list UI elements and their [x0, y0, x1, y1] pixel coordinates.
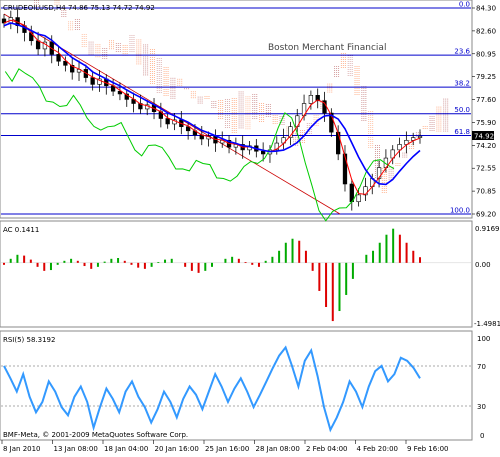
ac-histogram	[1, 228, 471, 322]
price-tick-label: 82.60	[476, 27, 496, 35]
ac-panel-frame	[0, 220, 473, 328]
candle-body	[97, 78, 102, 85]
time-axis: 8 Jan 2010 13 Jan 08:00 18 Jan 04:00 20 Jan…	[1, 440, 448, 453]
candle-body	[329, 112, 334, 133]
watermark-text: Boston Merchant Financial	[268, 43, 386, 53]
fib-level-label: 0.0	[459, 1, 470, 9]
candle-body	[117, 90, 123, 95]
candle-body	[308, 95, 314, 104]
fib-level-label: 23.6	[454, 48, 470, 56]
price-tick-label: 74.20	[476, 142, 496, 150]
time-tick-label: 2 Feb 04:00	[306, 445, 347, 453]
time-tick-label: 20 Jan 16:00	[155, 445, 199, 453]
time-tick-label: 4 Feb 20:00	[357, 445, 398, 453]
time-tick-label: 8 Jan 2010	[3, 445, 41, 453]
tenkan-sen-line	[3, 19, 421, 195]
candle-body	[356, 194, 361, 203]
candle-body	[70, 64, 75, 73]
rsi-label-70: 70	[477, 363, 486, 371]
candle-body	[261, 150, 266, 155]
time-tick-label: 13 Jan 08:00	[54, 445, 98, 453]
candle-body	[124, 93, 129, 100]
chikou-span-line	[4, 68, 395, 222]
candle-body	[315, 95, 320, 102]
rsi-label-30: 30	[477, 403, 486, 411]
candle-body	[63, 60, 68, 66]
price-tick-label: 72.55	[476, 165, 496, 173]
price-tick-label: 79.25	[476, 73, 496, 81]
fibonacci-levels: 0.0 23.6 38.2 50.0 61.8 100.0	[1, 1, 471, 215]
time-tick-label: 9 Feb 16:00	[407, 445, 448, 453]
candle-body	[349, 183, 354, 203]
time-tick-label: 18 Jan 04:00	[104, 445, 148, 453]
candle-body	[35, 40, 41, 50]
fib-level-label: 50.0	[454, 106, 470, 114]
price-tick-label: 70.85	[476, 188, 496, 196]
price-tick-label: 80.95	[476, 50, 496, 58]
fib-level-label: 38.2	[454, 80, 470, 88]
time-tick-label: 28 Jan 08:00	[256, 445, 300, 453]
kijun-sen-line	[3, 22, 421, 186]
candlesticks	[1, 8, 423, 211]
main-panel-frame	[0, 0, 473, 219]
candle-body	[336, 131, 341, 155]
ac-zero-label: 0.00	[475, 261, 491, 269]
candle-body	[1, 18, 7, 24]
price-tick-label: 84.30	[476, 5, 496, 13]
candle-body	[397, 144, 402, 151]
candle-body	[185, 126, 191, 132]
ac-bottom-label: -1.4981	[474, 320, 500, 328]
candle-body	[342, 153, 348, 185]
ichimoku-cloud	[34, 0, 449, 194]
candle-body	[56, 54, 61, 62]
candle-body	[417, 135, 423, 138]
candle-body	[376, 167, 382, 179]
price-tick-label: 69.20	[476, 211, 496, 219]
fib-level-label: 100.0	[450, 207, 470, 215]
candle-body	[90, 77, 95, 85]
ac-title: AC 0.1411	[3, 226, 39, 234]
price-axis: 84.30 82.60 80.95 79.25 77.60 75.90 74.20 72.55…	[472, 5, 496, 219]
rsi-line	[3, 345, 421, 433]
rsi-label-0: 0	[480, 432, 484, 440]
candle-body	[165, 118, 170, 125]
candle-body	[274, 142, 279, 151]
copyright-text: BMF-Meta, © 2001-2009 MetaQuotes Softwar…	[3, 431, 188, 439]
symbol-header: CRUDEOILUSD,H4 74.86 75.13 74.72 74.92	[3, 4, 155, 12]
fib-level-label: 61.8	[454, 128, 470, 136]
rsi-panel-frame	[0, 330, 473, 441]
price-tick-label: 75.90	[476, 119, 496, 127]
candle-body	[288, 126, 293, 138]
current-price-label: 74.92	[474, 133, 494, 141]
rsi-label-100: 100	[477, 335, 490, 343]
price-tick-label: 77.60	[476, 96, 496, 104]
ac-top-label: 0.9169	[475, 225, 500, 233]
rsi-title: RSI(5) 58.3192	[3, 336, 55, 344]
current-price-box	[472, 131, 494, 140]
time-tick-label: 25 Jan 16:00	[205, 445, 249, 453]
